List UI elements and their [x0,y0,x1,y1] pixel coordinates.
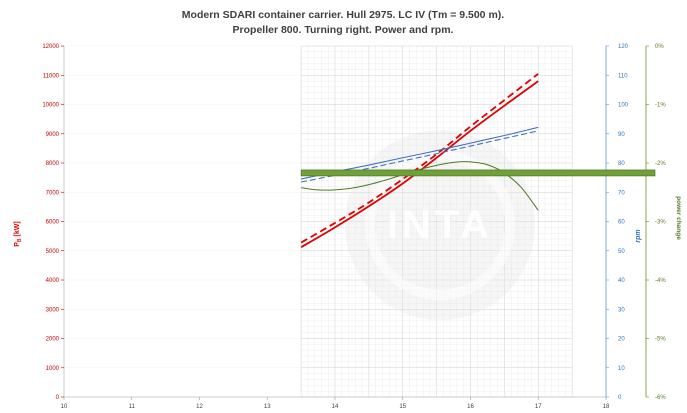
power-tick-label: 9000 [46,132,60,138]
watermark-text: INTA [387,203,493,247]
power-tick-label: 11000 [43,73,60,79]
x-tick-label: 10 [61,404,68,410]
y-axis-rpm-label: rpm [635,229,642,242]
change-tick-label: -6% [655,395,666,401]
power-tick-label: 8000 [46,161,60,167]
rpm-tick-label: 110 [618,73,628,79]
series-band-5 [300,169,656,177]
rpm-tick-label: 10 [618,366,625,372]
power-label-main: P [14,242,21,247]
y-axis-change-label: power change [675,196,682,240]
inta-watermark: INTA [345,130,535,320]
minor-grid [64,45,573,398]
series-layer [300,73,656,249]
x-tick-label: 18 [603,404,610,410]
x-tick-label: 12 [196,404,203,410]
x-tick-label: 15 [399,404,406,410]
series-line-power-dashed-1 [300,73,539,244]
power-tick-label: 2000 [46,337,60,343]
rpm-tick-label: 50 [618,249,625,255]
change-tick-label: -2% [655,161,666,167]
power-label-unit: [kW] [14,221,21,238]
rpm-tick-label: 60 [618,220,625,226]
power-tick-label: 12000 [42,44,59,50]
change-tick-label: -5% [655,337,666,343]
x-tick-label: 14 [332,404,339,410]
x-tick-label: 13 [264,404,271,410]
change-tick-label: 0% [655,44,664,50]
power-tick-label: 1000 [46,366,60,372]
rpm-tick-label: 120 [618,44,629,50]
x-tick-label: 11 [129,404,136,410]
change-tick-label: -3% [655,220,666,226]
power-label-sub: B [17,238,23,242]
y-axis-power-label: PB [kW] [14,221,23,246]
rpm-tick-label: 40 [618,278,625,284]
x-tick-label: 16 [467,404,474,410]
rpm-tick-label: 0 [618,395,622,401]
axes: 10 11 12 13 14 15 16 17 180100020003000400050006… [42,44,666,410]
x-tick-label: 17 [535,404,542,410]
power-tick-label: 4000 [46,278,60,284]
power-tick-label: 3000 [46,307,60,313]
power-tick-label: 10000 [42,103,59,109]
power-tick-label: 6000 [46,220,60,226]
power-tick-label: 5000 [46,249,60,255]
rpm-tick-label: 90 [618,132,625,138]
chart-title-line1: Modern SDARI container carrier. Hull 297… [182,9,504,21]
rpm-tick-label: 70 [618,190,625,196]
rpm-tick-label: 20 [618,337,625,343]
chart-title-line2: Propeller 800. Turning right. Power and … [233,24,454,36]
rpm-tick-label: 100 [618,103,629,109]
power-tick-label: 7000 [46,190,60,196]
power-tick-label: 0 [56,395,60,401]
rpm-tick-label: 30 [618,307,625,313]
change-tick-label: -4% [655,278,666,284]
change-tick-label: -1% [655,103,666,109]
rpm-tick-label: 80 [618,161,625,167]
